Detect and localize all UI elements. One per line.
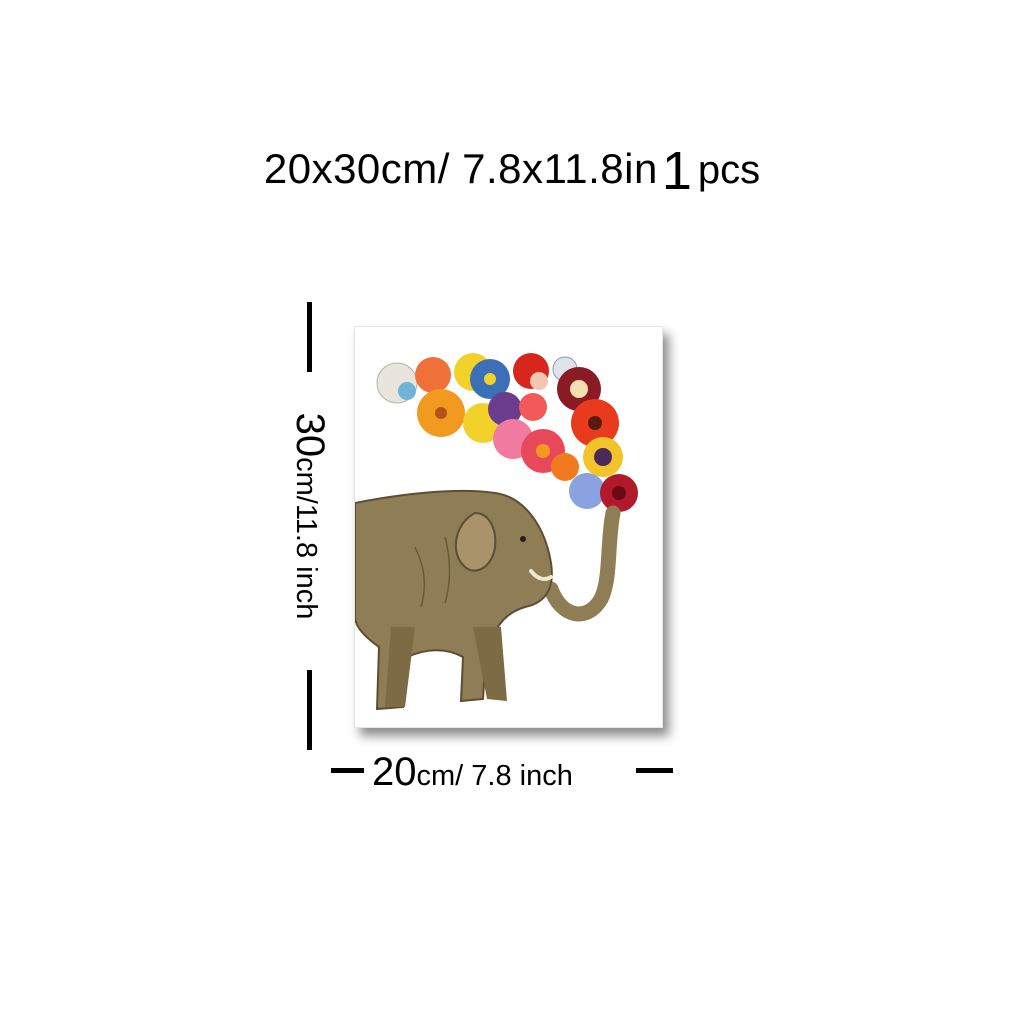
width-dimension-label: 20cm/ 7.8 inch [372,752,573,792]
width-number: 20 [372,750,417,794]
height-unit: cm/11.8 inch [290,457,322,620]
height-number: 30 [288,412,332,458]
elephant [355,489,621,711]
width-unit: cm/ 7.8 inch [416,760,573,792]
headline-quantity-unit: pcs [697,148,761,192]
height-dimension-line-bottom [307,670,312,750]
height-dimension-line-top [307,302,312,372]
poster-preview [354,326,663,728]
headline: 20x30cm/ 7.8x11.8in1 pcs [0,138,1024,198]
flower-bouquet [376,353,638,512]
width-dimension-line-right [636,768,673,773]
headline-quantity-number: 1 [661,141,692,201]
headline-dimensions: 20x30cm/ 7.8x11.8in [263,145,658,192]
height-dimension-label: 30cm/11.8 inch [288,412,332,620]
width-dimension-line-left [331,768,364,773]
elephant-flowers-illustration [355,353,638,711]
